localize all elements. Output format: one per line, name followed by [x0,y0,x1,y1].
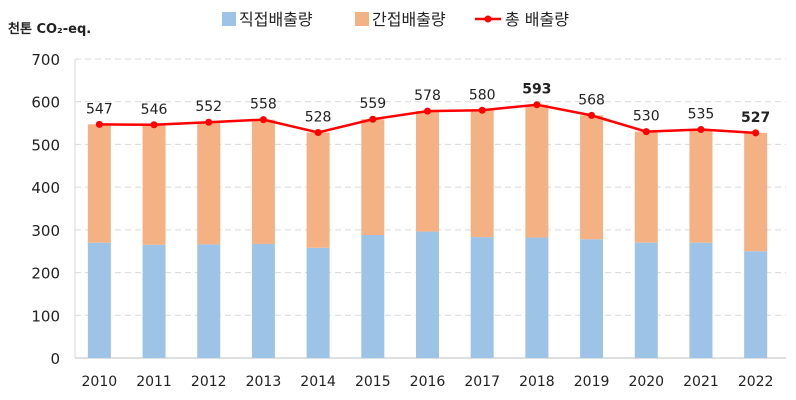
bar-indirect-2015 [361,119,385,235]
total-point-2013 [259,116,267,124]
total-point-2012 [205,118,213,126]
bar-direct-2017 [470,237,494,358]
total-point-2017 [478,106,486,114]
bar-direct-2018 [525,237,549,358]
legend: 직접배출량 간접배출량 총 배출량 [222,10,569,29]
bar-indirect-2017 [470,110,494,238]
total-point-2016 [424,107,431,115]
data-label: 568 [578,92,605,108]
x-tick-label: 2015 [355,374,391,390]
bar-indirect-2011 [142,124,166,245]
bar-indirect-2018 [525,104,549,238]
total-point-2019 [588,111,596,119]
total-point-2010 [95,120,103,128]
bar-direct-2016 [416,231,439,358]
bar-direct-2015 [361,234,385,358]
legend-label: 직접배출량 [239,10,313,29]
data-label: 593 [522,82,551,98]
bar-direct-2013 [251,243,275,358]
y-tick-label: 300 [31,222,60,240]
y-tick-label: 400 [31,179,60,197]
total-point-2015 [369,115,377,123]
bar-indirect-2012 [197,122,221,245]
legend-swatch [222,12,236,26]
legend-label: 총 배출량 [505,10,569,29]
x-tick-label: 2012 [191,374,227,390]
y-tick-label: 100 [31,307,60,325]
x-tick-label: 2021 [683,374,719,390]
bar-indirect-2013 [251,119,275,244]
legend-swatch [355,12,369,26]
y-tick-label: 0 [50,350,60,368]
data-label: 559 [359,96,386,112]
bar-direct-2019 [580,239,604,358]
bar-direct-2010 [87,242,111,358]
total-point-2011 [150,121,158,129]
bar-direct-2020 [634,242,658,358]
data-label: 547 [86,101,113,117]
bar-indirect-2021 [689,129,713,243]
x-tick-label: 2013 [246,374,282,390]
total-point-2022 [752,129,760,137]
data-label: 527 [741,110,770,126]
total-point-2018 [533,101,541,109]
y-axis-label: 천톤 CO₂-eq. [8,22,91,37]
y-tick-label: 600 [31,94,60,112]
x-tick-label: 2014 [300,374,336,390]
y-tick-label: 200 [31,265,60,283]
x-tick-label: 2022 [738,374,774,390]
x-tick-label: 2018 [519,374,555,390]
bar-indirect-2019 [580,115,604,240]
bar-direct-2014 [306,247,330,358]
bar-indirect-2020 [634,131,658,243]
x-tick-label: 2017 [464,374,500,390]
x-tick-label: 2019 [574,374,610,390]
x-tick-label: 2016 [410,374,446,390]
total-point-2014 [314,128,322,136]
x-tick-label: 2011 [136,374,172,390]
legend-marker [484,15,492,23]
x-tick-label: 2010 [82,374,118,390]
bar-direct-2021 [689,242,713,358]
total-point-2020 [642,128,650,136]
y-tick-label: 700 [31,51,60,69]
data-label: 580 [469,87,496,103]
bar-indirect-2022 [744,132,768,252]
bar-indirect-2016 [416,111,439,232]
data-label: 546 [141,102,168,118]
data-label: 578 [414,88,441,104]
x-tick-label: 2020 [628,374,664,390]
legend-label: 간접배출량 [372,10,446,29]
bar-direct-2012 [197,244,221,358]
bar-indirect-2010 [87,124,111,243]
bar-indirect-2014 [306,132,330,248]
data-label: 530 [633,109,660,125]
data-label: 552 [195,99,222,115]
y-tick-label: 500 [31,136,60,154]
data-label: 535 [688,106,715,122]
total-point-2021 [697,125,705,133]
bar-direct-2011 [142,244,166,358]
data-label: 528 [305,109,332,125]
bar-direct-2022 [744,251,768,358]
data-label: 558 [250,97,277,113]
